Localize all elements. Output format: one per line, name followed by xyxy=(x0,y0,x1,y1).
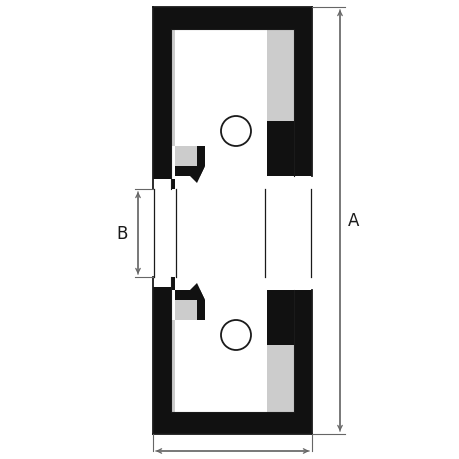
Polygon shape xyxy=(293,291,311,434)
Polygon shape xyxy=(266,142,293,177)
Polygon shape xyxy=(190,167,205,184)
Polygon shape xyxy=(266,291,293,325)
Polygon shape xyxy=(174,291,205,320)
Circle shape xyxy=(220,117,251,147)
Polygon shape xyxy=(266,325,293,412)
Polygon shape xyxy=(266,30,293,142)
Polygon shape xyxy=(190,291,205,300)
Polygon shape xyxy=(266,122,303,142)
Polygon shape xyxy=(153,412,311,434)
Polygon shape xyxy=(153,291,171,434)
Polygon shape xyxy=(153,277,174,291)
Polygon shape xyxy=(293,8,311,177)
Polygon shape xyxy=(190,167,205,177)
Polygon shape xyxy=(153,177,174,190)
Polygon shape xyxy=(190,283,205,300)
Polygon shape xyxy=(171,30,196,177)
Polygon shape xyxy=(174,147,205,177)
Polygon shape xyxy=(153,8,171,177)
Text: B: B xyxy=(117,224,128,242)
Text: A: A xyxy=(347,212,358,230)
Polygon shape xyxy=(266,325,303,345)
Polygon shape xyxy=(153,8,311,30)
Polygon shape xyxy=(171,291,196,412)
Circle shape xyxy=(220,320,251,350)
